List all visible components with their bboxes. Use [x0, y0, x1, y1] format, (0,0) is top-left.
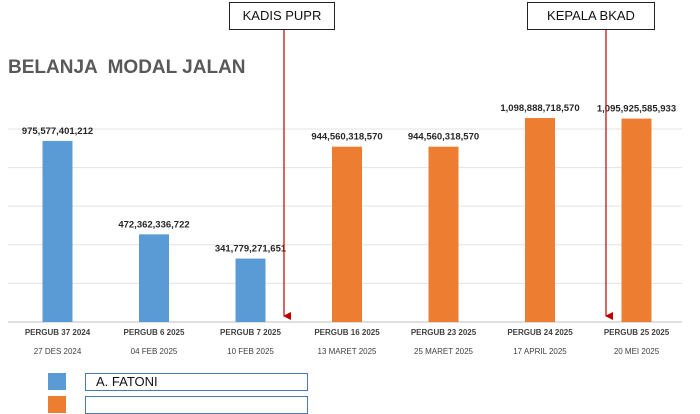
bar-5 — [428, 146, 459, 322]
callout-kepala-bkad: KEPALA BKAD — [527, 2, 655, 30]
value-label-2: 472,362,336,722 — [118, 219, 189, 230]
bar-6 — [525, 118, 555, 322]
value-labels: 975,577,401,212 472,362,336,722 341,779,27… — [22, 103, 676, 255]
category-label-6: PERGUB 24 2025 — [507, 328, 573, 337]
bar-1 — [42, 140, 73, 322]
category-label-1: PERGUB 37 2024 — [25, 328, 91, 337]
legend-label-fatoni: A. FATONI — [85, 373, 308, 391]
date-label-4: 13 MARET 2025 — [318, 347, 378, 356]
date-labels: 27 DES 2024 04 FEB 2025 10 FEB 2025 13 MARE… — [34, 347, 660, 356]
date-label-1: 27 DES 2024 — [34, 347, 82, 356]
category-label-5: PERGUB 23 2025 — [411, 328, 477, 337]
date-label-2: 04 FEB 2025 — [131, 347, 178, 356]
value-label-4: 944,560,318,570 — [311, 132, 382, 143]
bar-2 — [139, 234, 169, 322]
date-label-7: 20 MEI 2025 — [614, 347, 660, 356]
callout-kadis-pupr: KADIS PUPR — [229, 2, 335, 30]
bars — [42, 118, 652, 322]
date-label-5: 25 MARET 2025 — [414, 347, 474, 356]
legend-swatch-blue — [48, 373, 66, 390]
legend-label-second — [85, 396, 308, 414]
legend-swatch-orange — [48, 396, 66, 413]
chart-canvas: BELANJA MODAL JALAN 975,577,401,212 472,3… — [8, 30, 682, 356]
value-label-3: 341,779,271,651 — [215, 244, 287, 255]
annotation-arrows — [283, 30, 613, 320]
category-label-3: PERGUB 7 2025 — [220, 328, 281, 337]
category-label-4: PERGUB 16 2025 — [314, 328, 380, 337]
value-label-7: 1,095,925,585,933 — [597, 104, 676, 115]
value-label-6: 1,098,888,718,570 — [500, 103, 579, 114]
category-label-7: PERGUB 25 2025 — [604, 328, 670, 337]
value-label-1: 975,577,401,212 — [22, 126, 93, 137]
bar-7 — [621, 118, 652, 322]
date-label-6: 17 APRIL 2025 — [513, 347, 567, 356]
chart-title: BELANJA MODAL JALAN — [8, 57, 246, 78]
bar-4 — [332, 146, 362, 322]
category-labels: PERGUB 37 2024 PERGUB 6 2025 PERGUB 7 2025… — [25, 328, 670, 337]
category-label-2: PERGUB 6 2025 — [124, 328, 185, 337]
value-label-5: 944,560,318,570 — [408, 132, 479, 143]
bar-3 — [235, 258, 266, 322]
date-label-3: 10 FEB 2025 — [227, 347, 274, 356]
